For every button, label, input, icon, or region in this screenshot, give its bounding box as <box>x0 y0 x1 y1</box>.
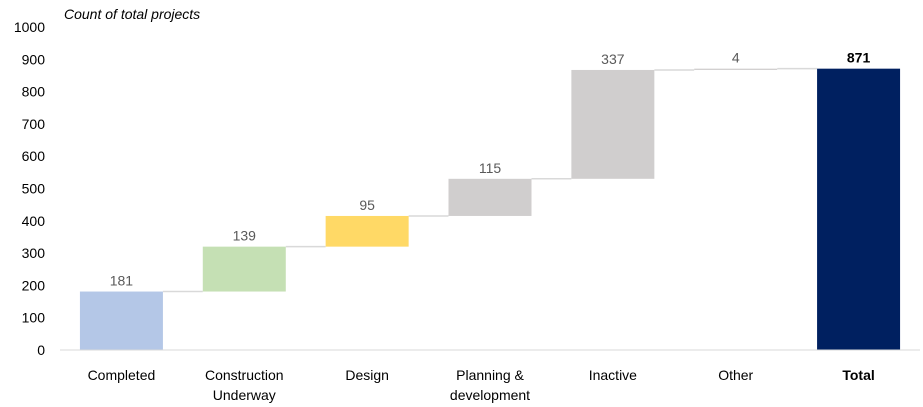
bar <box>571 69 655 179</box>
y-tick-label: 300 <box>22 245 46 261</box>
category-label: Planning & development <box>450 367 530 403</box>
data-label: 115 <box>479 160 502 176</box>
total-bar <box>817 68 901 351</box>
bars <box>79 68 901 351</box>
data-label: 337 <box>601 51 625 67</box>
y-tick-label: 400 <box>22 213 46 229</box>
category-label: Inactive <box>589 367 637 383</box>
category-label: Design <box>345 367 389 383</box>
bar <box>79 291 163 350</box>
bar <box>202 246 286 292</box>
y-tick-label: 500 <box>22 181 46 197</box>
category-label: Other <box>718 367 753 383</box>
y-tick-label: 600 <box>22 148 46 164</box>
y-tick-label: 0 <box>37 342 45 358</box>
connector-lines <box>162 67 818 293</box>
category-labels: Completed Construction Underway Design Plann… <box>88 367 875 403</box>
category-label: Total <box>842 367 874 383</box>
y-axis-label: Count of total projects <box>64 6 200 22</box>
bar <box>694 68 778 70</box>
y-axis-ticks: 0 100 200 300 400 500 600 700 800 900 1000 <box>14 19 45 358</box>
bar <box>448 178 532 216</box>
data-label: 181 <box>110 273 134 289</box>
data-label: 139 <box>233 228 257 244</box>
y-tick-label: 800 <box>22 84 46 100</box>
category-label: Construction Underway <box>205 367 284 403</box>
y-tick-label: 900 <box>22 51 46 67</box>
data-label: 95 <box>359 197 375 213</box>
y-tick-label: 100 <box>22 310 46 326</box>
data-label: 4 <box>732 50 740 66</box>
data-labels: 181 139 95 115 337 4 871 <box>110 50 871 289</box>
data-label: 871 <box>847 50 871 66</box>
bar <box>325 215 409 247</box>
y-tick-label: 200 <box>22 277 46 293</box>
y-tick-label: 700 <box>22 116 46 132</box>
category-label: Completed <box>88 367 156 383</box>
y-tick-label: 1000 <box>14 19 45 35</box>
